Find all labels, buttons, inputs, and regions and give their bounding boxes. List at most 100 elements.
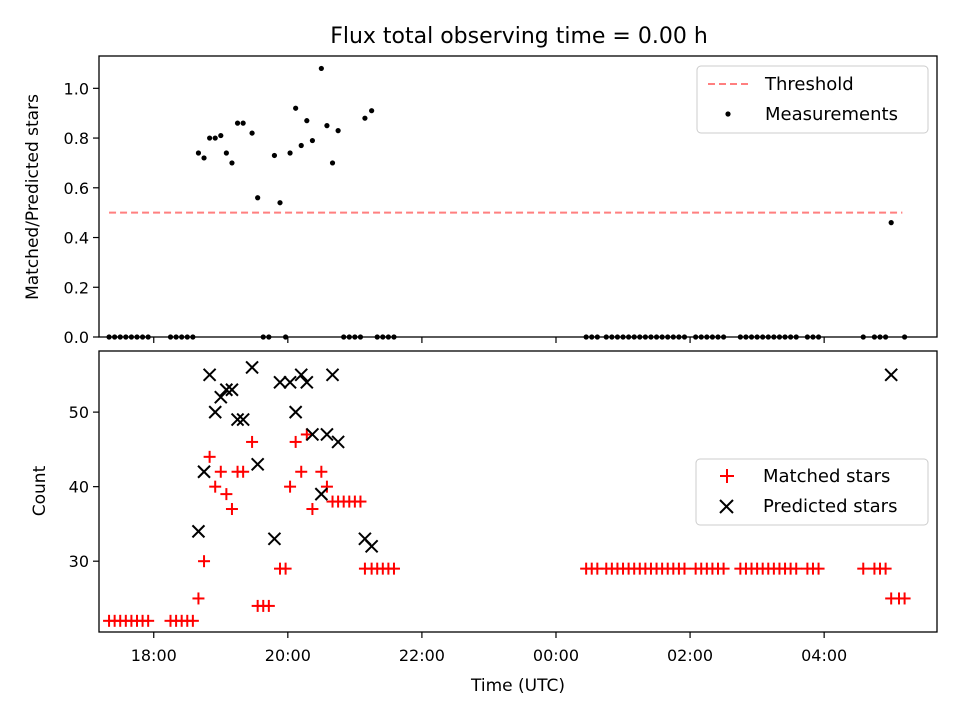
legend-predicted-swatch — [719, 499, 734, 514]
matched-star-point — [295, 465, 308, 478]
matched-star-point — [284, 480, 297, 493]
measurement-point — [362, 115, 368, 121]
legend-matched-label: Matched stars — [763, 466, 890, 487]
bottom-plot-frame — [98, 350, 938, 633]
predicted-star-point — [208, 405, 222, 419]
measurement-point — [335, 128, 341, 134]
predicted-star-point — [197, 465, 211, 479]
bottom-x-tick-label: 02:00 — [667, 646, 713, 665]
matched-star-point — [354, 495, 367, 508]
predicted-star-point — [320, 427, 334, 442]
measurement-point — [293, 105, 299, 111]
bottom-legend: Matched stars Predicted stars — [695, 458, 929, 526]
matched-star-point — [246, 435, 259, 448]
bottom-legend-box — [695, 458, 929, 526]
predicted-star-point — [364, 539, 379, 553]
top-y-axis-label: Matched/Predicted stars — [23, 94, 43, 300]
matched-star-point — [186, 614, 199, 627]
measurement-point — [234, 120, 241, 126]
measurement-point — [309, 137, 316, 144]
matched-star-point — [142, 614, 155, 627]
measurement-point — [329, 160, 336, 166]
matched-star-point — [214, 465, 227, 478]
top-y-tick-label: 0.4 — [64, 229, 89, 248]
matched-star-point — [790, 562, 803, 575]
measurement-point — [298, 142, 304, 149]
predicted-star-point — [191, 524, 206, 539]
predicted-star-point — [300, 375, 314, 390]
top-legend: Threshold Measurements — [696, 65, 929, 134]
bottom-y-tick-label: 40 — [69, 478, 89, 497]
predicted-star-point — [288, 405, 303, 419]
predicted-star-point — [245, 360, 259, 375]
measurement-point — [287, 150, 293, 156]
bottom-y-axis-label: Count — [30, 465, 50, 516]
top-y-tick-label: 0.8 — [64, 129, 89, 148]
legend-predicted-label: Predicted stars — [763, 496, 897, 517]
matched-star-point — [898, 592, 911, 605]
matched-star-point — [220, 488, 233, 501]
measurement-point — [318, 65, 324, 72]
matched-star-point — [262, 599, 275, 612]
bottom-x-tick-label: 18:00 — [131, 646, 177, 665]
matched-star-point — [315, 465, 328, 478]
bottom-x-tick-label: 04:00 — [801, 646, 847, 665]
chart-title: Flux total observing time = 0.00 h — [330, 24, 708, 49]
bottom-x-tick-label: 00:00 — [533, 646, 579, 665]
measurement-point — [240, 120, 246, 126]
bottom-x-tick-label: 20:00 — [265, 646, 311, 665]
matched-star-point — [237, 465, 250, 478]
top-plot-frame — [98, 55, 938, 338]
predicted-star-point — [283, 375, 297, 390]
predicted-star-point — [250, 457, 265, 472]
measurement-point — [324, 123, 330, 129]
top-y-tick-label: 0.0 — [64, 328, 89, 347]
top-y-tick-label: 0.2 — [64, 278, 89, 297]
matched-star-point — [320, 480, 333, 493]
top-y-tick-label: 0.6 — [64, 179, 89, 198]
bottom-y-tick-label: 50 — [69, 403, 89, 422]
predicted-star-point — [325, 368, 340, 382]
matched-star-point — [387, 562, 400, 575]
bottom-x-tick-label: 22:00 — [399, 646, 445, 665]
measurement-point — [271, 152, 278, 159]
top-x-ticks — [153, 337, 825, 343]
measurement-point — [201, 155, 207, 161]
measurement-point — [304, 118, 310, 124]
measurement-point — [369, 108, 375, 114]
measurement-point — [229, 160, 235, 166]
bottom-x-ticks: 18:00 20:00 22:00 00:00 02:00 04:00 — [131, 632, 847, 665]
predicted-star-point — [202, 368, 217, 382]
predicted-star-point — [331, 435, 345, 449]
predicted-star-point — [225, 383, 239, 397]
legend-measurements-label: Measurements — [765, 104, 898, 125]
predicted-star-point — [884, 368, 898, 382]
predicted-star-point — [305, 427, 320, 442]
predicted-star-point — [214, 390, 228, 404]
matched-star-point — [203, 450, 216, 463]
predicted-star-point — [236, 412, 250, 427]
matched-star-point — [209, 480, 222, 493]
matched-stars-series — [103, 428, 911, 627]
matched-star-point — [857, 562, 870, 575]
measurement-point — [212, 135, 218, 141]
measurement-point — [277, 200, 283, 206]
top-y-tick-label: 1.0 — [64, 79, 89, 98]
matched-star-point — [279, 562, 292, 575]
predicted-star-point — [230, 412, 245, 427]
predicted-stars-series — [191, 360, 898, 553]
measurement-point — [195, 150, 202, 156]
matched-star-point — [306, 503, 319, 516]
predicted-star-point — [273, 375, 287, 390]
measurement-point — [223, 150, 229, 156]
matched-star-point — [678, 562, 691, 575]
measurement-point — [218, 132, 224, 139]
predicted-star-point — [267, 532, 282, 546]
matched-star-point — [879, 562, 892, 575]
bottom-panel: 30 40 50 18:00 20:00 22:00 00:00 02:00 04:00 Co… — [30, 350, 938, 696]
legend-threshold-label: Threshold — [764, 74, 854, 95]
measurement-point — [249, 130, 255, 136]
matched-star-point — [812, 562, 825, 575]
matched-star-point — [225, 503, 238, 516]
